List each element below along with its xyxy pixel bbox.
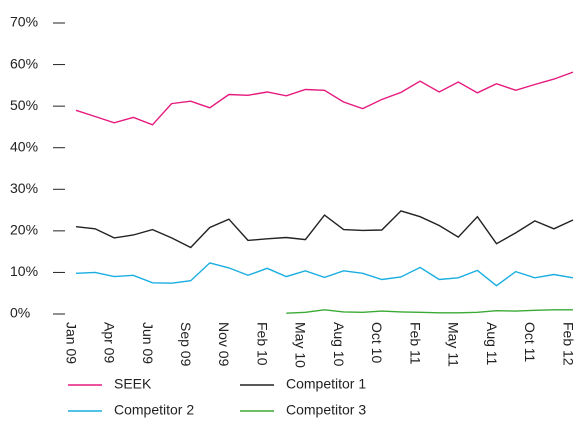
x-tick-label: Jan 09 (63, 322, 79, 364)
x-tick-label: Oct 10 (369, 322, 385, 363)
y-tick-label: 20% (10, 222, 38, 238)
series-line (75, 210, 574, 249)
x-tick-label: Aug 10 (331, 322, 347, 367)
x-tick-label: Jun 09 (140, 322, 156, 364)
series-line (286, 309, 573, 314)
series-line (75, 71, 574, 126)
x-tick-label: May 10 (293, 322, 309, 368)
y-tick-label: 40% (10, 138, 38, 154)
legend-label: SEEK (114, 376, 152, 392)
x-tick-label: Feb 10 (254, 322, 270, 366)
x-tick-label: Nov 09 (216, 322, 232, 367)
y-tick-label: 50% (10, 97, 38, 113)
x-tick-label: Sep 09 (178, 322, 194, 367)
legend-label: Competitor 1 (286, 376, 366, 392)
y-tick-label: 60% (10, 55, 38, 71)
y-tick-label: 0% (10, 305, 30, 321)
x-tick-label: May 11 (446, 322, 462, 367)
x-tick-label: Feb 11 (407, 322, 423, 365)
x-tick-label: Feb 12 (560, 322, 574, 366)
legend-label: Competitor 2 (114, 402, 194, 418)
series-line (75, 262, 574, 287)
x-tick-label: Oct 11 (522, 322, 538, 362)
y-tick-label: 70% (10, 14, 38, 30)
x-tick-label: Aug 11 (484, 322, 500, 366)
legend-label: Competitor 3 (286, 402, 366, 418)
y-tick-label: 10% (10, 263, 38, 279)
x-tick-label: Apr 09 (102, 322, 118, 363)
y-tick-label: 30% (10, 180, 38, 196)
